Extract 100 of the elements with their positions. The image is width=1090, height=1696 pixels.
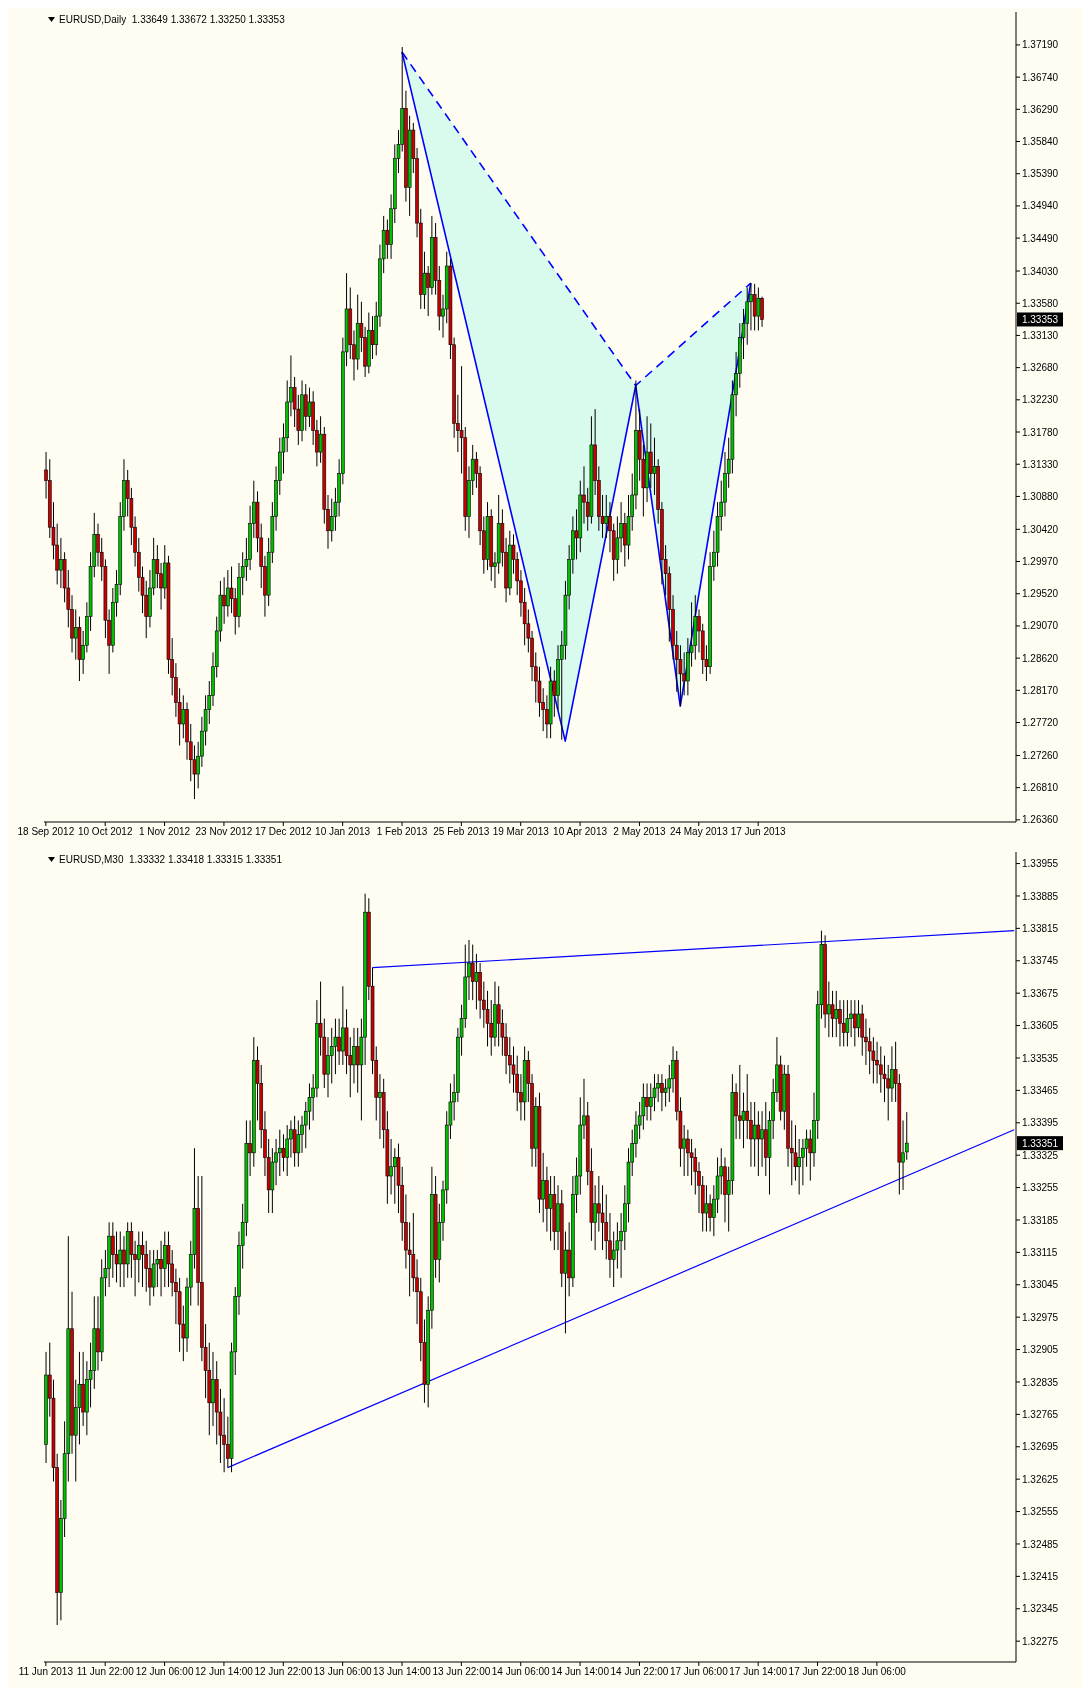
y-tick-label: 1.31780 <box>1022 426 1059 438</box>
y-tick-label: 1.30880 <box>1022 490 1059 502</box>
x-tick-label: 11 Jun 2013 <box>18 1666 74 1678</box>
text: 1.33351 <box>1021 1138 1059 1150</box>
candlestick <box>856 999 861 1038</box>
y-tick-label: 1.37190 <box>1022 39 1059 51</box>
candlestick <box>296 1119 301 1168</box>
x-tick-label: 10 Apr 2013 <box>553 826 608 838</box>
y-tick-label: 1.32275 <box>1022 1635 1059 1647</box>
candlestick <box>853 999 857 1047</box>
y-tick-label: 1.33185 <box>1022 1214 1059 1226</box>
y-tick-label: 1.28620 <box>1022 652 1059 664</box>
x-tick-label: 17 Jun 22:00 <box>788 1666 847 1678</box>
y-tick-label: 1.32345 <box>1022 1603 1059 1615</box>
candlestick <box>181 694 186 739</box>
y-tick-label: 1.33465 <box>1022 1084 1059 1096</box>
x-tick-label: 17 Jun 14:00 <box>729 1666 788 1678</box>
candlestick <box>756 286 761 331</box>
x-tick-label: 10 Oct 2012 <box>77 826 133 838</box>
candlestick <box>845 999 850 1047</box>
candlestick <box>797 1138 801 1196</box>
candlestick <box>140 1231 145 1288</box>
y-tick-label: 1.32680 <box>1022 362 1059 374</box>
x-tick-label: 10 Jan 2013 <box>315 826 371 838</box>
candlestick <box>645 1082 649 1121</box>
x-tick-label: 14 Jun 22:00 <box>610 1666 669 1678</box>
y-tick-label: 1.32975 <box>1022 1311 1059 1323</box>
candlestick <box>159 1240 163 1297</box>
y-tick-label: 1.33045 <box>1022 1279 1059 1291</box>
y-tick-label: 1.32485 <box>1022 1538 1059 1550</box>
x-tick-label: 12 Jun 22:00 <box>254 1666 313 1678</box>
candlestick <box>211 1351 215 1427</box>
x-tick-label: 18 Jun 06:00 <box>847 1666 907 1678</box>
x-tick-label: 14 Jun 14:00 <box>551 1666 610 1678</box>
x-tick-label: 1 Feb 2013 <box>376 826 428 838</box>
x-tick-label: 1 Nov 2012 <box>138 826 191 838</box>
candlestick <box>752 1101 757 1168</box>
candlestick <box>604 494 609 539</box>
x-tick-label: 17 Jun 06:00 <box>669 1666 729 1678</box>
candlestick <box>738 1064 742 1140</box>
y-tick-label: 1.33675 <box>1022 987 1059 999</box>
x-tick-label: 14 Jun 06:00 <box>491 1666 551 1678</box>
x-tick-label: 11 Jun 22:00 <box>76 1666 135 1678</box>
candlestick <box>73 608 78 661</box>
x-tick-label: 12 Jun 14:00 <box>195 1666 254 1678</box>
candlestick <box>752 283 757 331</box>
y-tick-label: 1.32555 <box>1022 1506 1059 1518</box>
y-tick-label: 1.34490 <box>1022 232 1059 244</box>
y-tick-label: 1.30420 <box>1022 523 1059 535</box>
chart-title: EURUSD,M30 1.33332 1.33418 1.33315 1.33351 <box>59 854 282 865</box>
x-tick-label: 13 Jun 14:00 <box>373 1666 432 1678</box>
y-tick-label: 1.33325 <box>1022 1149 1059 1161</box>
x-tick-label: 12 Jun 06:00 <box>135 1666 194 1678</box>
candlestick <box>756 1110 761 1177</box>
y-tick-label: 1.35840 <box>1022 136 1059 148</box>
y-tick-label: 1.33255 <box>1022 1182 1059 1194</box>
candlestick <box>59 537 63 589</box>
y-tick-label: 1.28170 <box>1022 684 1059 696</box>
y-tick-label: 1.27260 <box>1022 750 1059 761</box>
x-tick-label: 23 Nov 2012 <box>195 826 253 838</box>
y-tick-label: 1.29970 <box>1022 556 1059 568</box>
y-tick-label: 1.36290 <box>1022 103 1059 115</box>
x-tick-label: 13 Jun 06:00 <box>313 1666 372 1678</box>
y-tick-label: 1.32625 <box>1022 1473 1059 1485</box>
candlestick <box>474 953 479 1010</box>
candlestick <box>281 1133 286 1172</box>
x-tick-label: 24 May 2013 <box>669 826 729 838</box>
candlestick <box>660 1073 664 1112</box>
y-tick-label: 1.26810 <box>1022 782 1059 794</box>
y-tick-label: 1.32230 <box>1022 394 1059 406</box>
x-tick-label: 25 Feb 2013 <box>433 826 490 838</box>
y-tick-label: 1.32835 <box>1022 1376 1059 1388</box>
y-tick-label: 1.27720 <box>1022 717 1059 729</box>
x-tick-label: 13 Jun 22:00 <box>432 1666 491 1678</box>
candlestick <box>307 387 312 428</box>
candlestick <box>118 1231 123 1288</box>
y-tick-label: 1.33580 <box>1022 297 1059 309</box>
y-tick-label: 1.29070 <box>1022 620 1059 632</box>
y-tick-label: 1.36740 <box>1022 71 1059 83</box>
candlestick <box>292 1115 297 1168</box>
x-tick-label: 17 Dec 2012 <box>254 826 313 838</box>
y-tick-label: 1.33605 <box>1022 1020 1059 1032</box>
x-tick-label: 19 Mar 2013 <box>492 826 550 838</box>
y-tick-label: 1.32765 <box>1022 1408 1059 1420</box>
y-tick-label: 1.32415 <box>1022 1570 1059 1582</box>
y-tick-label: 1.31330 <box>1022 458 1059 470</box>
y-tick-label: 1.33745 <box>1022 955 1059 967</box>
y-tick-label: 1.33535 <box>1022 1052 1059 1064</box>
candlestick <box>111 1221 115 1279</box>
x-tick-label: 17 Jun 2013 <box>730 826 787 838</box>
y-tick-label: 1.33395 <box>1022 1117 1059 1129</box>
y-tick-label: 1.29520 <box>1022 588 1059 600</box>
candlestick <box>548 1175 553 1242</box>
y-tick-label: 1.32695 <box>1022 1441 1059 1453</box>
candlestick <box>760 1110 764 1168</box>
candlestick <box>834 990 839 1038</box>
y-tick-label: 1.32905 <box>1022 1344 1059 1356</box>
y-tick-label: 1.34030 <box>1022 265 1059 277</box>
y-tick-label: 1.35390 <box>1022 168 1059 180</box>
y-tick-label: 1.33815 <box>1022 922 1059 934</box>
